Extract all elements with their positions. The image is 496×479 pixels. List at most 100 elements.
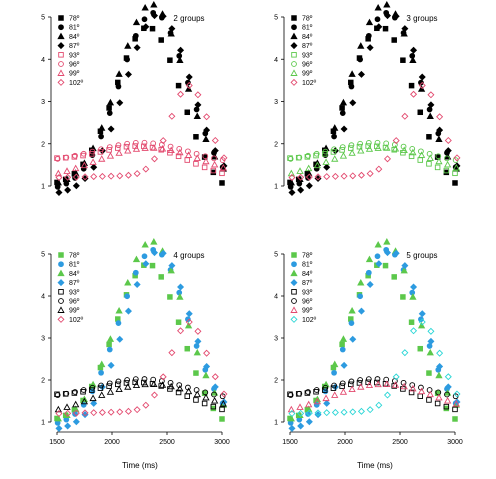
data-point — [64, 173, 72, 181]
data-point — [452, 170, 458, 177]
legend-label: 99º — [302, 308, 313, 315]
legend-label: 87º — [302, 43, 313, 50]
data-point — [357, 293, 363, 300]
data-point — [142, 165, 150, 173]
data-point — [453, 390, 461, 398]
data-point — [123, 380, 130, 386]
data-point — [98, 124, 106, 131]
data-point — [392, 137, 400, 145]
data-point — [349, 172, 357, 180]
data-point — [211, 136, 219, 144]
data-point — [417, 321, 426, 329]
data-point — [436, 349, 444, 357]
data-point — [339, 110, 346, 117]
data-point — [158, 144, 167, 152]
data-point — [90, 399, 98, 407]
data-point — [167, 382, 175, 390]
data-point — [297, 186, 305, 194]
data-point — [426, 134, 432, 140]
data-point — [409, 384, 417, 392]
data-point — [81, 173, 89, 181]
legend-label: 102º — [69, 317, 84, 324]
panel-title: 2 groups — [173, 14, 204, 23]
legend-label: 102º — [69, 80, 84, 87]
data-point — [401, 349, 409, 357]
data-point — [54, 391, 60, 398]
data-point — [106, 105, 112, 111]
data-point — [132, 269, 139, 276]
data-point — [408, 319, 415, 325]
data-point — [193, 134, 199, 140]
data-point — [124, 278, 132, 286]
data-point — [175, 389, 182, 396]
data-point — [201, 164, 208, 171]
data-point — [340, 125, 348, 133]
legend-label: 84º — [69, 34, 80, 41]
data-point — [323, 173, 331, 181]
data-point — [288, 410, 296, 418]
data-point — [159, 373, 167, 381]
data-point — [201, 390, 208, 396]
data-point — [124, 56, 130, 63]
legend-marker — [58, 61, 64, 67]
data-point — [426, 150, 433, 157]
legend-label: 96º — [69, 62, 80, 69]
data-point — [435, 153, 442, 160]
data-point — [132, 381, 141, 389]
data-point — [141, 144, 149, 151]
legend-marker — [291, 15, 297, 21]
data-point — [383, 380, 391, 388]
y-tick-label: 3 — [274, 99, 278, 106]
data-point — [211, 383, 219, 391]
data-point — [202, 371, 210, 379]
data-point — [340, 361, 348, 369]
data-point — [176, 53, 183, 59]
data-point — [89, 148, 96, 155]
data-point — [357, 146, 365, 154]
y-tick-label: 1 — [274, 420, 278, 427]
data-point — [287, 156, 294, 162]
data-point — [64, 186, 72, 194]
data-point — [410, 46, 418, 54]
data-point — [203, 349, 211, 357]
data-point — [193, 348, 201, 356]
data-point — [374, 376, 381, 382]
data-point — [72, 400, 80, 408]
data-point — [382, 262, 389, 269]
data-point — [288, 424, 296, 432]
legend-marker — [58, 52, 64, 58]
data-point — [176, 56, 184, 63]
data-point — [426, 370, 432, 376]
data-point — [106, 110, 113, 117]
data-point — [365, 140, 372, 146]
data-point — [391, 274, 397, 280]
data-point — [107, 125, 115, 133]
data-point — [392, 12, 400, 20]
legend-label: 87º — [69, 280, 80, 287]
data-point — [98, 133, 104, 140]
legend-marker — [57, 306, 65, 313]
legend-marker — [58, 15, 64, 21]
data-point — [175, 82, 182, 89]
legend-marker — [58, 24, 64, 31]
data-point — [366, 44, 374, 52]
legend-marker — [58, 261, 64, 268]
data-point — [331, 382, 337, 389]
data-point — [426, 387, 433, 393]
data-point — [80, 161, 89, 169]
data-point — [417, 109, 424, 116]
data-point — [167, 57, 173, 63]
series-99 — [287, 380, 460, 413]
data-point — [409, 293, 417, 300]
data-point — [98, 382, 104, 389]
data-point — [132, 255, 141, 263]
data-point — [348, 306, 356, 314]
data-point — [434, 164, 441, 171]
data-point — [89, 384, 96, 391]
legend-marker — [290, 315, 298, 323]
data-point — [124, 171, 132, 179]
data-point — [452, 163, 460, 171]
legend-marker — [57, 69, 65, 76]
data-point — [365, 145, 374, 152]
data-point — [184, 85, 193, 92]
